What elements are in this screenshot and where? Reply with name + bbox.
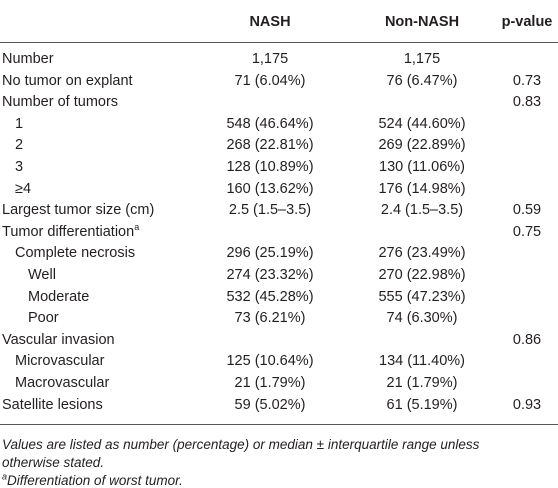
column-header: p-value: [501, 14, 553, 30]
row-label-cell: Satellite lesions: [2, 395, 103, 417]
cell-value: 268 (22.81%): [226, 137, 314, 154]
cell-value: 176 (14.98%): [378, 180, 466, 197]
cell-value: 21 (1.79%): [234, 375, 306, 391]
row-label: Macrovascular: [15, 375, 110, 391]
cell-value: 0.73: [512, 72, 542, 89]
cell-value: 128 (10.89%): [226, 159, 314, 175]
cell-value: 130 (11.06%): [379, 159, 465, 175]
cell-value: 269 (22.89%): [378, 137, 466, 154]
row-label: ≥4: [15, 180, 32, 197]
row-label: No tumor on explant: [2, 72, 133, 89]
cell-value: 73 (6.21%): [234, 310, 306, 327]
row-label-cell: Number: [2, 49, 54, 71]
row-label: 3: [15, 159, 24, 175]
cell-value: 532 (45.28%): [226, 288, 314, 305]
row-label-cell: 3: [15, 157, 23, 179]
cell-value: 2.4 (1.5–3.5): [380, 202, 464, 219]
cell-value: 555 (47.23%): [378, 288, 466, 305]
row-label: Vascular invasion: [2, 331, 115, 348]
cell-value: 548 (46.64%): [226, 115, 314, 132]
row-label-cell: Well: [28, 265, 56, 287]
note: Values are listed as number (percentage)…: [2, 437, 480, 470]
row-label: Number of tumors: [2, 94, 119, 111]
cell-value: 1,175: [251, 51, 289, 67]
cell-value: 125 (10.64%): [226, 353, 314, 370]
cell-value: 0.93: [512, 396, 542, 413]
row-label: Complete necrosis: [15, 245, 136, 262]
column-header: NASH: [249, 14, 291, 30]
row-label: Well: [28, 267, 56, 283]
cell-value: 59 (5.02%): [234, 396, 306, 413]
row-label: Microvascular: [15, 353, 105, 370]
row-label-cell: 1: [15, 114, 23, 136]
row-label-cell: Moderate: [28, 287, 89, 309]
row-label: Satellite lesions: [2, 396, 103, 413]
cell-value: 61 (5.19%): [386, 396, 458, 413]
row-label-cell: ≥4: [15, 179, 31, 201]
row-label: Poor: [28, 310, 59, 327]
row-label-cell: Largest tumor size (cm): [2, 200, 154, 222]
row-label: 2: [15, 137, 24, 154]
cell-value: 1,175: [403, 51, 441, 67]
row-label-cell: 2: [15, 135, 23, 157]
row-label: 1: [15, 115, 24, 132]
row-label-cell: Macrovascular: [15, 373, 109, 395]
row-label: Number: [2, 51, 54, 67]
footnote: aDifferentiation of worst tumor.: [2, 472, 502, 488]
cell-value: 296 (25.19%): [226, 245, 314, 262]
cell-value: 0.75: [512, 223, 542, 240]
cell-value: 0.59: [512, 202, 542, 219]
cell-value: 71 (6.04%): [234, 72, 306, 89]
row-label-cell: Microvascular: [15, 351, 104, 373]
row-label-cell: Complete necrosis: [15, 243, 135, 265]
cell-value: 76 (6.47%): [386, 72, 458, 89]
row-label-cell: Number of tumors: [2, 92, 118, 114]
row-label: Largest tumor size (cm): [2, 202, 155, 219]
cell-value: 276 (23.49%): [378, 245, 466, 262]
row-label-cell: No tumor on explant: [2, 71, 133, 93]
cell-value: 274 (23.32%): [226, 267, 314, 283]
row-label-cell: Tumor differentiationa: [2, 222, 139, 244]
header-rule: [0, 42, 558, 43]
row-label-cell: Vascular invasion: [2, 330, 115, 352]
footnote-marker: a: [134, 221, 140, 232]
cell-value: 134 (11.40%): [379, 353, 465, 370]
footnote-marker: a: [2, 471, 8, 482]
cell-value: 160 (13.62%): [226, 180, 314, 197]
cell-value: 21 (1.79%): [386, 375, 458, 391]
footnote-text: Differentiation of worst tumor.: [7, 473, 183, 488]
row-label-cell: Poor: [28, 308, 59, 330]
bottom-rule: [0, 424, 558, 425]
cell-value: 270 (22.98%): [378, 267, 466, 283]
cell-value: 2.5 (1.5–3.5): [228, 202, 312, 219]
row-label: Tumor differentiation: [2, 223, 135, 240]
cell-value: 524 (44.60%): [378, 115, 466, 132]
cell-value: 0.83: [512, 94, 542, 111]
row-label: Moderate: [28, 288, 90, 305]
cell-value: 0.86: [512, 331, 542, 348]
cell-value: 74 (6.30%): [386, 310, 458, 327]
column-header: Non-NASH: [384, 14, 460, 30]
